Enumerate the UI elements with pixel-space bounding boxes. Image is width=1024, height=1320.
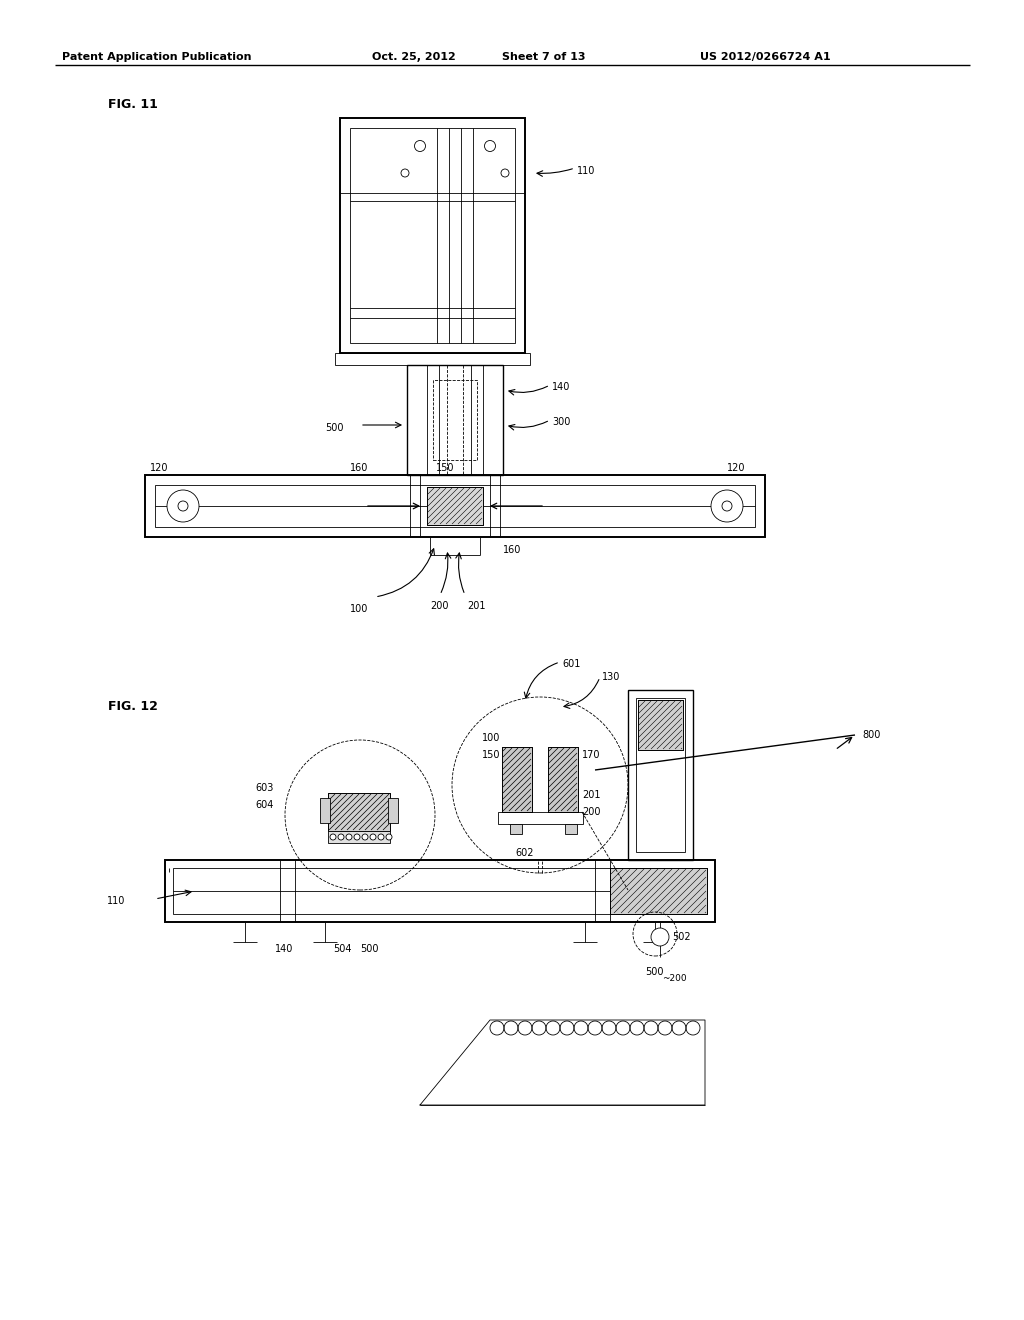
- Bar: [548, 747, 578, 812]
- Text: 601: 601: [562, 659, 581, 669]
- Text: 602: 602: [515, 847, 534, 858]
- Text: ~200: ~200: [662, 974, 687, 983]
- Bar: [388, 799, 398, 822]
- Text: 200: 200: [582, 807, 600, 817]
- Bar: [319, 799, 330, 822]
- Circle shape: [401, 169, 409, 177]
- Text: 500: 500: [645, 968, 664, 977]
- Text: 160: 160: [503, 545, 521, 554]
- Circle shape: [178, 502, 188, 511]
- Text: 170: 170: [582, 750, 600, 760]
- Circle shape: [711, 490, 743, 521]
- Bar: [145, 475, 765, 537]
- Bar: [610, 869, 707, 913]
- Text: 201: 201: [582, 789, 600, 800]
- Circle shape: [651, 928, 669, 946]
- Text: 150: 150: [482, 750, 501, 760]
- Bar: [155, 484, 755, 527]
- Text: 110: 110: [106, 896, 125, 906]
- Text: 500: 500: [360, 944, 379, 954]
- Text: Sheet 7 of 13: Sheet 7 of 13: [502, 51, 586, 62]
- Circle shape: [330, 834, 336, 840]
- Text: 504: 504: [333, 944, 351, 954]
- Bar: [548, 747, 578, 812]
- Bar: [510, 824, 522, 834]
- Bar: [427, 487, 483, 525]
- Text: 120: 120: [150, 463, 169, 473]
- Circle shape: [167, 490, 199, 521]
- Circle shape: [362, 834, 368, 840]
- Bar: [350, 128, 515, 343]
- Bar: [165, 861, 715, 921]
- Text: 120: 120: [727, 463, 745, 473]
- Text: 160: 160: [350, 463, 369, 473]
- Bar: [565, 824, 577, 834]
- Text: 200: 200: [430, 601, 449, 611]
- Text: 130: 130: [602, 672, 621, 682]
- Circle shape: [501, 169, 509, 177]
- Text: 140: 140: [552, 381, 570, 392]
- Text: 604: 604: [255, 800, 273, 810]
- Circle shape: [354, 834, 360, 840]
- Text: FIG. 11: FIG. 11: [108, 98, 158, 111]
- Text: 603: 603: [255, 783, 273, 793]
- Bar: [173, 869, 707, 913]
- Circle shape: [346, 834, 352, 840]
- Circle shape: [370, 834, 376, 840]
- Bar: [638, 700, 683, 750]
- Bar: [502, 747, 532, 812]
- Text: 502: 502: [672, 932, 690, 942]
- Text: 150: 150: [436, 463, 455, 473]
- Bar: [340, 117, 525, 352]
- Circle shape: [415, 140, 426, 152]
- Bar: [328, 832, 390, 843]
- Text: 110: 110: [577, 166, 595, 176]
- Bar: [328, 793, 390, 832]
- Bar: [498, 812, 583, 824]
- Circle shape: [338, 834, 344, 840]
- Text: 100: 100: [482, 733, 501, 743]
- Circle shape: [484, 140, 496, 152]
- Circle shape: [386, 834, 392, 840]
- Circle shape: [378, 834, 384, 840]
- Circle shape: [722, 502, 732, 511]
- Text: 100: 100: [350, 605, 369, 614]
- Bar: [638, 700, 683, 750]
- Text: 500: 500: [325, 422, 343, 433]
- Text: 140: 140: [275, 944, 293, 954]
- Bar: [502, 747, 532, 812]
- Bar: [328, 793, 390, 832]
- Text: US 2012/0266724 A1: US 2012/0266724 A1: [700, 51, 830, 62]
- Text: 800: 800: [862, 730, 881, 741]
- Bar: [433, 380, 477, 459]
- Text: 300: 300: [552, 417, 570, 426]
- Text: Patent Application Publication: Patent Application Publication: [62, 51, 252, 62]
- Bar: [628, 690, 693, 861]
- Bar: [636, 698, 685, 851]
- Bar: [427, 487, 483, 525]
- Bar: [610, 869, 707, 913]
- Text: FIG. 12: FIG. 12: [108, 700, 158, 713]
- Text: 201: 201: [467, 601, 485, 611]
- Bar: [407, 366, 503, 475]
- Bar: [335, 352, 530, 366]
- Text: Oct. 25, 2012: Oct. 25, 2012: [372, 51, 456, 62]
